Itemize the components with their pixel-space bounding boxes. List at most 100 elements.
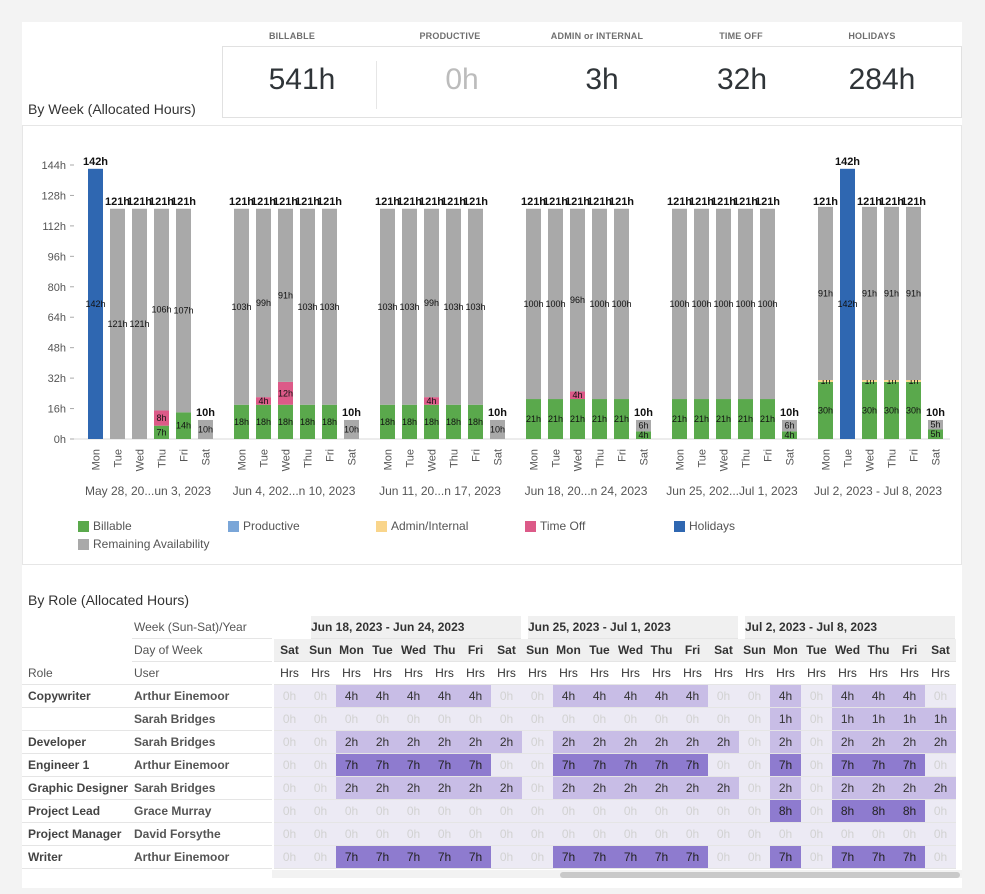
hours-cell[interactable]: 7h [894,754,925,777]
hours-cell[interactable]: 0h [398,708,429,731]
hours-cell[interactable]: 2h [894,731,925,754]
bar-segment-remaining-availability[interactable] [322,208,337,405]
bar-segment-remaining-availability[interactable] [636,419,651,432]
hours-cell[interactable]: 7h [429,754,460,777]
hours-cell[interactable]: 2h [336,777,367,800]
hours-cell[interactable]: 0h [801,777,832,800]
hours-cell[interactable]: 7h [553,754,584,777]
hours-cell[interactable]: 7h [553,846,584,869]
hours-cell[interactable]: 0h [553,708,584,731]
bar-segment-remaining-availability[interactable] [738,208,753,400]
bar-segment-admin-internal[interactable] [818,380,833,382]
hours-cell[interactable]: 7h [367,754,398,777]
bar-segment-remaining-availability[interactable] [490,419,505,439]
bar-segment-remaining-availability[interactable] [906,206,921,381]
hours-cell[interactable]: 2h [677,731,708,754]
hours-cell[interactable]: 0h [274,754,305,777]
hours-cell[interactable]: 2h [832,777,863,800]
hours-cell[interactable]: 7h [832,754,863,777]
bar-segment-time-off[interactable] [256,397,271,405]
bar-segment-holidays[interactable] [840,168,855,440]
bar-segment-admin-internal[interactable] [906,380,921,382]
hours-cell[interactable]: 0h [739,823,770,846]
bar-segment-billable[interactable] [592,399,607,439]
hours-cell[interactable]: 0h [522,846,553,869]
bar-segment-remaining-availability[interactable] [760,208,775,400]
hours-cell[interactable]: 0h [739,777,770,800]
bar-segment-billable[interactable] [526,399,541,439]
hours-cell[interactable]: 1h [832,708,863,731]
bar-segment-remaining-availability[interactable] [672,208,687,400]
hours-cell[interactable]: 0h [677,823,708,846]
hours-cell[interactable]: 0h [274,823,305,846]
hours-cell[interactable]: 0h [274,800,305,823]
bar-segment-billable[interactable] [402,404,417,439]
bar-segment-billable[interactable] [468,404,483,439]
bar-segment-billable[interactable] [614,399,629,439]
hours-cell[interactable]: 2h [615,731,646,754]
hours-cell[interactable]: 0h [739,708,770,731]
hours-cell[interactable]: 4h [832,685,863,708]
hours-cell[interactable]: 0h [522,823,553,846]
hours-cell[interactable]: 0h [429,708,460,731]
hours-cell[interactable]: 7h [584,846,615,869]
hours-cell[interactable]: 0h [925,823,956,846]
hours-cell[interactable]: 0h [491,708,522,731]
hours-cell[interactable]: 4h [460,685,491,708]
hours-cell[interactable]: 0h [491,823,522,846]
hours-cell[interactable]: 0h [801,708,832,731]
hours-cell[interactable]: 0h [739,685,770,708]
hours-cell[interactable]: 0h [801,823,832,846]
hours-cell[interactable]: 2h [615,777,646,800]
hours-cell[interactable]: 0h [615,800,646,823]
bar-segment-billable[interactable] [424,404,439,439]
hours-cell[interactable]: 2h [894,777,925,800]
hours-cell[interactable]: 7h [367,846,398,869]
hours-cell[interactable]: 0h [305,685,336,708]
hours-cell[interactable]: 2h [553,777,584,800]
hours-cell[interactable]: 4h [894,685,925,708]
hours-cell[interactable]: 0h [894,823,925,846]
bar-segment-admin-internal[interactable] [884,380,899,382]
hours-cell[interactable]: 4h [398,685,429,708]
hours-cell[interactable]: 0h [460,823,491,846]
hours-cell[interactable]: 7h [832,846,863,869]
hours-cell[interactable]: 7h [677,754,708,777]
bar-segment-billable[interactable] [256,404,271,439]
hours-cell[interactable]: 2h [925,777,956,800]
legend-item-productive[interactable]: Productive [228,519,300,533]
bar-segment-remaining-availability[interactable] [716,208,731,400]
legend-item-billable[interactable]: Billable [78,519,132,533]
hours-cell[interactable]: 2h [677,777,708,800]
horizontal-scroll-thumb[interactable] [560,872,960,878]
hours-cell[interactable]: 2h [336,731,367,754]
bar-segment-remaining-availability[interactable] [380,208,395,405]
hours-cell[interactable]: 0h [739,731,770,754]
bar-segment-remaining-availability[interactable] [176,208,191,413]
hours-cell[interactable]: 7h [770,754,801,777]
hours-cell[interactable]: 0h [739,846,770,869]
hours-cell[interactable]: 0h [522,777,553,800]
hours-cell[interactable]: 0h [708,823,739,846]
bar-segment-billable[interactable] [782,431,797,439]
hours-cell[interactable]: 0h [460,800,491,823]
bar-segment-time-off[interactable] [154,410,169,426]
legend-item-holidays[interactable]: Holidays [674,519,735,533]
hours-cell[interactable]: 7h [336,846,367,869]
hours-cell[interactable]: 0h [863,823,894,846]
hours-cell[interactable]: 0h [305,823,336,846]
hours-cell[interactable]: 4h [553,685,584,708]
hours-cell[interactable]: 2h [460,731,491,754]
bar-segment-billable[interactable] [300,404,315,439]
hours-cell[interactable]: 0h [770,823,801,846]
bar-segment-billable[interactable] [570,399,585,439]
hours-cell[interactable]: 0h [925,846,956,869]
hours-cell[interactable]: 8h [894,800,925,823]
hours-cell[interactable]: 2h [491,731,522,754]
hours-cell[interactable]: 4h [336,685,367,708]
hours-cell[interactable]: 0h [522,731,553,754]
bar-segment-remaining-availability[interactable] [818,206,833,381]
hours-cell[interactable]: 0h [708,685,739,708]
hours-cell[interactable]: 1h [925,708,956,731]
hours-cell[interactable]: 0h [553,823,584,846]
